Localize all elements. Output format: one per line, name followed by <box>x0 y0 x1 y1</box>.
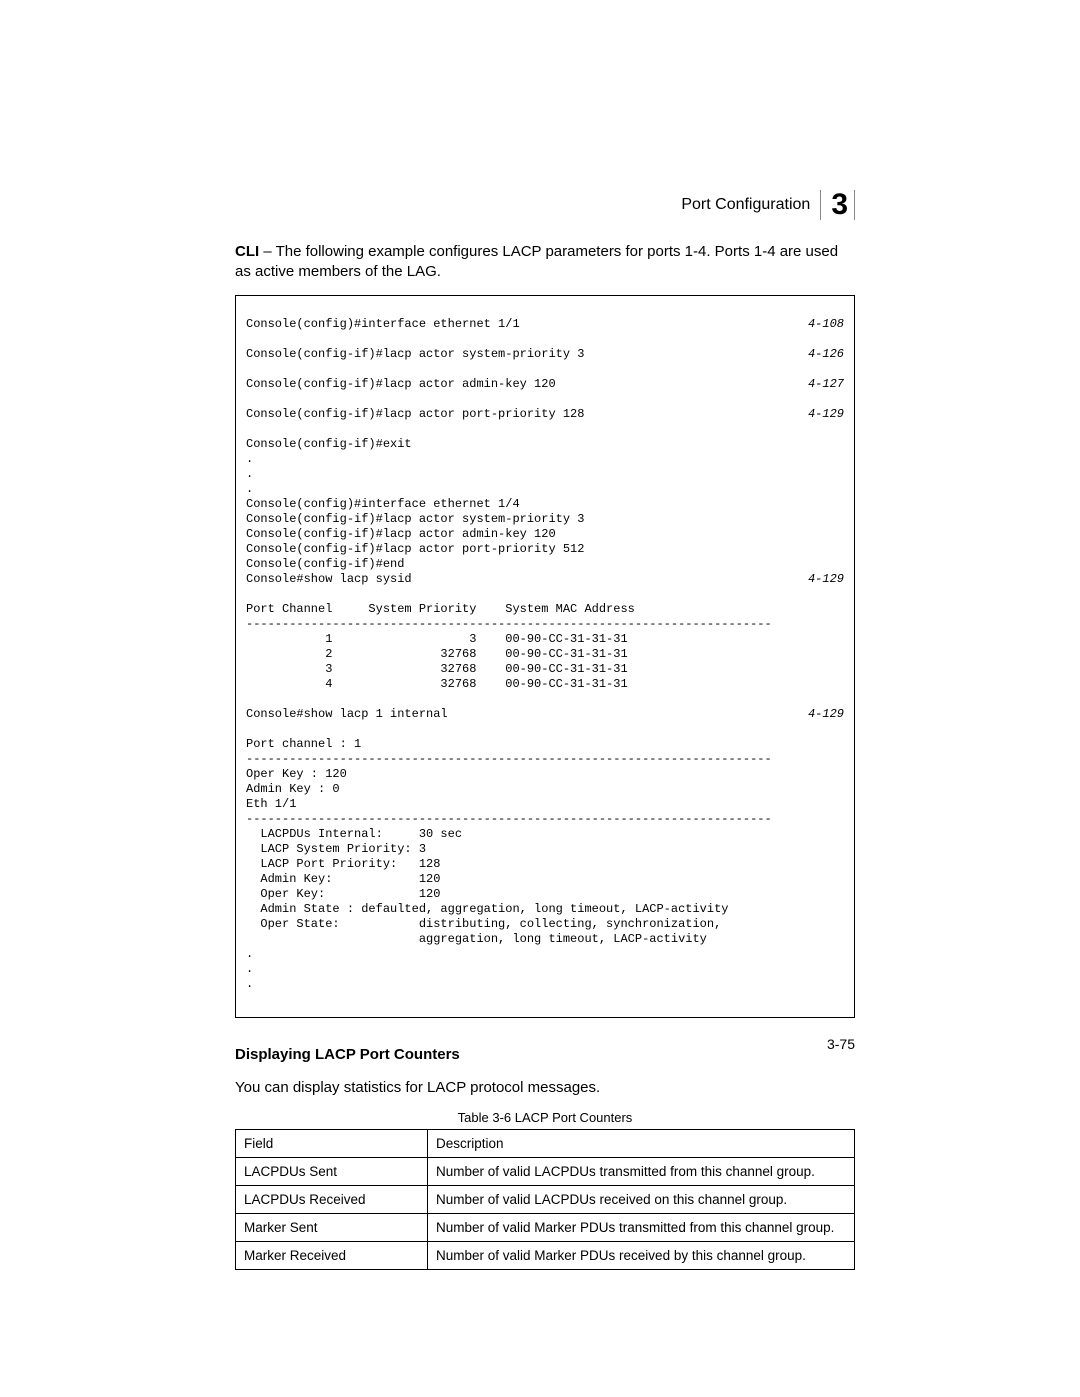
cli-block: Console(config-if)#exit . . . Console(co… <box>246 437 584 571</box>
cli-line: Console(config-if)#lacp actor admin-key … <box>246 377 844 392</box>
table-row: Marker Sent Number of valid Marker PDUs … <box>236 1213 855 1241</box>
cli-line: Console(config-if)#lacp actor port-prior… <box>246 407 844 422</box>
cli-output-box: Console(config)#interface ethernet 1/1 4-… <box>235 295 855 1018</box>
table-row: LACPDUs Sent Number of valid LACPDUs tra… <box>236 1157 855 1185</box>
table-cell: Number of valid Marker PDUs transmitted … <box>428 1213 855 1241</box>
cli-ref: 4-127 <box>808 377 844 392</box>
table-cell: Number of valid LACPDUs received on this… <box>428 1185 855 1213</box>
page: Port Configuration 3 CLI – The following… <box>0 0 1080 1397</box>
table-cell: Number of valid LACPDUs transmitted from… <box>428 1157 855 1185</box>
intro-paragraph: CLI – The following example configures L… <box>235 242 855 283</box>
cli-cmd: Console#show lacp sysid <box>246 572 412 587</box>
table-cell: Marker Sent <box>236 1213 428 1241</box>
column-header: Description <box>428 1129 855 1157</box>
table-cell: Number of valid Marker PDUs received by … <box>428 1241 855 1269</box>
section-heading: Displaying LACP Port Counters <box>235 1046 855 1063</box>
cli-line: Console#show lacp sysid 4-129 <box>246 572 844 587</box>
cli-ref: 4-108 <box>808 317 844 332</box>
cli-block: Port channel : 1 -----------------------… <box>246 737 772 991</box>
cli-cmd: Console(config-if)#lacp actor port-prior… <box>246 407 584 422</box>
section-paragraph: You can display statistics for LACP prot… <box>235 1078 855 1098</box>
cli-ref: 4-129 <box>808 572 844 587</box>
column-header: Field <box>236 1129 428 1157</box>
intro-text: – The following example configures LACP … <box>235 243 838 280</box>
cli-line: Console#show lacp 1 internal 4-129 <box>246 707 844 722</box>
table-row: Marker Received Number of valid Marker P… <box>236 1241 855 1269</box>
chapter-number: 3 <box>820 190 855 220</box>
lacp-counters-table: Field Description LACPDUs Sent Number of… <box>235 1129 855 1270</box>
running-header: Port Configuration 3 <box>235 190 855 220</box>
table-cell: LACPDUs Sent <box>236 1157 428 1185</box>
table-caption: Table 3-6 LACP Port Counters <box>235 1110 855 1125</box>
table-header-row: Field Description <box>236 1129 855 1157</box>
cli-block: Port Channel System Priority System MAC … <box>246 602 772 691</box>
cli-cmd: Console(config-if)#lacp actor system-pri… <box>246 347 584 362</box>
table-cell: LACPDUs Received <box>236 1185 428 1213</box>
intro-bold: CLI <box>235 243 259 260</box>
cli-cmd: Console#show lacp 1 internal <box>246 707 448 722</box>
table-row: LACPDUs Received Number of valid LACPDUs… <box>236 1185 855 1213</box>
section-label: Port Configuration <box>681 196 810 214</box>
cli-ref: 4-129 <box>808 707 844 722</box>
table-cell: Marker Received <box>236 1241 428 1269</box>
cli-cmd: Console(config-if)#lacp actor admin-key … <box>246 377 556 392</box>
cli-cmd: Console(config)#interface ethernet 1/1 <box>246 317 520 332</box>
cli-ref: 4-129 <box>808 407 844 422</box>
cli-line: Console(config)#interface ethernet 1/1 4-… <box>246 317 844 332</box>
page-number: 3-75 <box>827 1036 855 1052</box>
cli-line: Console(config-if)#lacp actor system-pri… <box>246 347 844 362</box>
cli-ref: 4-126 <box>808 347 844 362</box>
